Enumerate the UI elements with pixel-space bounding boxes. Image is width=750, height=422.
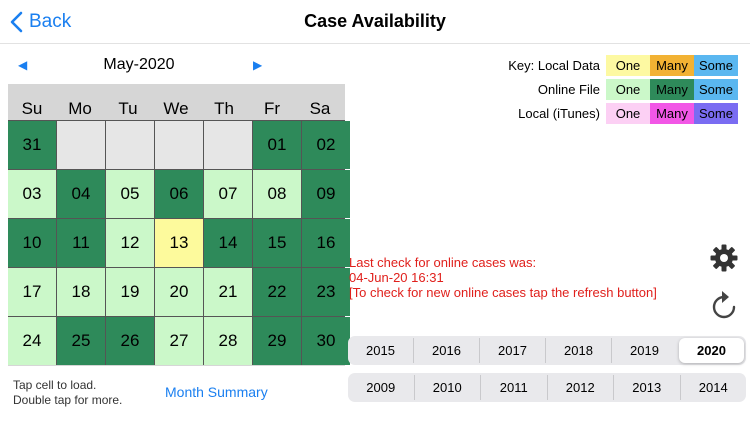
key-row: Key: Local Data One Many Some <box>508 54 738 77</box>
year-option[interactable]: 2009 <box>366 380 396 395</box>
calendar-day-cell[interactable]: 09 <box>302 170 350 218</box>
calendar-day-cell[interactable]: 05 <box>106 170 154 218</box>
weekday-label: Th <box>214 99 234 118</box>
calendar-day-cell[interactable]: 17 <box>8 268 56 316</box>
key-swatch-some: Some <box>694 103 738 124</box>
calendar-day-cell[interactable]: 26 <box>106 317 154 365</box>
weekday-label: Sa <box>309 99 331 118</box>
year-option[interactable]: 2013 <box>613 375 680 400</box>
key-swatch-many: Many <box>650 103 694 124</box>
calendar-day-cell[interactable]: 16 <box>302 219 350 267</box>
key-row: Local (iTunes) One Many Some <box>508 102 738 125</box>
calendar-day-cell[interactable]: 08 <box>253 170 301 218</box>
weekday-label: Tu <box>118 99 138 118</box>
refresh-icon <box>712 291 736 319</box>
key-row-label: Key: Local Data <box>508 58 600 73</box>
year-option[interactable]: 2012 <box>546 375 614 400</box>
weekday-header: Su Mo Tu We Th Fr Sa <box>8 84 345 120</box>
year-option[interactable]: 2011 <box>480 375 547 400</box>
key-swatch-some: Some <box>694 55 738 76</box>
month-selector: ◀ May-2020 ▶ <box>8 54 270 78</box>
gear-icon <box>710 244 738 272</box>
calendar-day-cell[interactable]: 24 <box>8 317 56 365</box>
weekday-label: Mo <box>68 99 92 118</box>
year-option[interactable]: 2017 <box>479 338 545 363</box>
calendar-day-cell[interactable]: 06 <box>155 170 203 218</box>
year-option[interactable]: 2014 <box>679 375 747 400</box>
calendar-day-cell[interactable]: 14 <box>204 219 252 267</box>
calendar-day-cell[interactable]: 19 <box>106 268 154 316</box>
calendar-hint: Tap cell to load. Double tap for more. <box>13 378 123 407</box>
year-option[interactable]: 2019 <box>611 338 677 363</box>
calendar-empty-cell <box>57 121 105 169</box>
calendar-day-cell[interactable]: 25 <box>57 317 105 365</box>
calendar-day-cell[interactable]: 28 <box>204 317 252 365</box>
year-option[interactable]: 2010 <box>413 375 481 400</box>
key-swatch-one: One <box>606 79 650 100</box>
key-swatch-some: Some <box>694 79 738 100</box>
next-month-arrow[interactable]: ▶ <box>253 58 263 72</box>
refresh-button[interactable] <box>710 290 738 325</box>
chevron-left-icon <box>10 11 23 33</box>
year-option[interactable]: 2016 <box>413 338 479 363</box>
calendar-empty-cell <box>204 121 252 169</box>
color-key: Key: Local Data One Many Some Online File One… <box>508 54 738 126</box>
weekday-label: Su <box>21 99 43 118</box>
calendar-grid: 31 01 02 03 04 05 06 07 08 09 10 11 12 13 14 15 16 17 18 19… <box>8 120 350 365</box>
calendar-day-cell[interactable]: 18 <box>57 268 105 316</box>
calendar-day-cell[interactable]: 23 <box>302 268 350 316</box>
month-summary-link[interactable]: Month Summary <box>165 384 268 400</box>
calendar-day-cell[interactable]: 03 <box>8 170 56 218</box>
calendar-day-cell[interactable]: 12 <box>106 219 154 267</box>
navigation-bar: Back Case Availability <box>0 0 750 44</box>
calendar-day-cell[interactable]: 22 <box>253 268 301 316</box>
calendar-day-cell[interactable]: 27 <box>155 317 203 365</box>
calendar-day-cell[interactable]: 02 <box>302 121 350 169</box>
page-title: Case Availability <box>304 11 446 31</box>
previous-month-arrow[interactable]: ◀ <box>18 58 28 72</box>
calendar-day-cell[interactable]: 20 <box>155 268 203 316</box>
online-check-status: Last check for online cases was: 04-Jun-… <box>349 255 657 300</box>
settings-button[interactable] <box>709 243 739 278</box>
calendar-day-cell[interactable]: 30 <box>302 317 350 365</box>
calendar-empty-cell <box>155 121 203 169</box>
weekday-label: Fr <box>263 99 281 118</box>
calendar-day-cell[interactable]: 21 <box>204 268 252 316</box>
year-option[interactable]: 2018 <box>545 338 611 363</box>
key-row-label: Local (iTunes) <box>518 106 600 121</box>
calendar-day-cell[interactable]: 11 <box>57 219 105 267</box>
back-button[interactable]: Back <box>10 9 71 35</box>
key-swatch-many: Many <box>650 79 694 100</box>
year-selector-row-2: 2009 2010 2011 2012 2013 2014 <box>348 373 746 402</box>
key-swatch-many: Many <box>650 55 694 76</box>
calendar-day-cell[interactable]: 13 <box>155 219 203 267</box>
calendar-empty-cell <box>106 121 154 169</box>
year-selector-row-1: 2015 2016 2017 2018 2019 2020 <box>348 336 746 365</box>
year-option[interactable]: 2020 <box>679 338 744 363</box>
calendar-day-cell[interactable]: 04 <box>57 170 105 218</box>
weekday-label: We <box>163 99 189 118</box>
key-row: Online File One Many Some <box>508 78 738 101</box>
year-option[interactable]: 2015 <box>366 343 395 358</box>
month-label: May-2020 <box>103 56 175 73</box>
calendar-day-cell[interactable]: 01 <box>253 121 301 169</box>
calendar-day-cell[interactable]: 15 <box>253 219 301 267</box>
calendar: Su Mo Tu We Th Fr Sa 31 01 02 03 04 05 06 07 08 09 10 11 1… <box>8 84 350 366</box>
key-row-label: Online File <box>537 82 600 97</box>
calendar-day-cell[interactable]: 07 <box>204 170 252 218</box>
key-swatch-one: One <box>606 55 650 76</box>
calendar-day-cell[interactable]: 29 <box>253 317 301 365</box>
calendar-day-cell[interactable]: 31 <box>8 121 56 169</box>
back-label: Back <box>29 11 72 32</box>
calendar-day-cell[interactable]: 10 <box>8 219 56 267</box>
key-swatch-one: One <box>606 103 650 124</box>
